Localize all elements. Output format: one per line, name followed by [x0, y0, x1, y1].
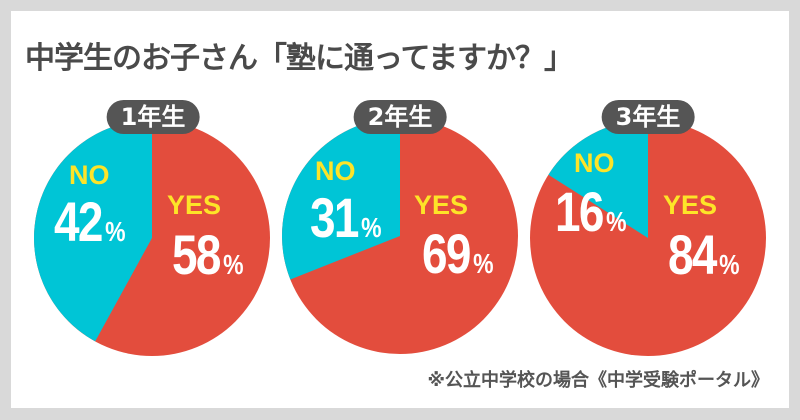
- pie-svg: [530, 120, 766, 356]
- no-value: 31%: [310, 190, 382, 246]
- yes-value-number: 84: [668, 223, 717, 286]
- percent-sign: %: [361, 212, 382, 243]
- yes-value: 84%: [668, 227, 740, 283]
- no-label: NO: [574, 148, 615, 178]
- grade-badge-2: 2年生: [353, 100, 447, 134]
- pie-no-slice: [282, 118, 400, 280]
- percent-sign: %: [223, 249, 244, 280]
- yes-label: YES: [167, 190, 222, 220]
- yes-label: YES: [414, 190, 469, 220]
- yes-label: YES: [663, 190, 718, 220]
- pie-chart-grade-1: NO 42% YES 58%: [34, 120, 270, 356]
- percent-sign: %: [105, 216, 126, 247]
- pie-chart-grade-3: NO 16% YES 84%: [530, 120, 766, 356]
- no-value-number: 42: [54, 190, 103, 253]
- pie-chart-grade-2: NO 31% YES 69%: [282, 118, 518, 354]
- pie-svg: [282, 118, 518, 354]
- page-title: 中学生のお子さん「塾に通ってますか？」: [25, 41, 574, 76]
- pie-no-slice: [34, 120, 152, 342]
- yes-value: 58%: [172, 227, 244, 283]
- source-footnote: ※公立中学校の場合《中学受験ポータル》: [427, 370, 770, 391]
- no-value-number: 31: [310, 186, 359, 249]
- yes-value: 69%: [422, 226, 494, 282]
- pie-no-slice: [548, 120, 648, 238]
- grade-badge-1: 1年生: [106, 100, 200, 134]
- no-value: 16%: [555, 184, 627, 240]
- no-label: NO: [315, 156, 356, 186]
- yes-value-number: 69: [422, 222, 471, 285]
- grade-badge-3: 3年生: [601, 100, 695, 134]
- no-value-number: 16: [555, 180, 604, 243]
- yes-value-number: 58: [172, 223, 221, 286]
- percent-sign: %: [473, 248, 494, 279]
- percent-sign: %: [719, 249, 740, 280]
- no-value: 42%: [54, 194, 126, 250]
- no-label: NO: [69, 160, 110, 190]
- pie-svg: [34, 120, 270, 356]
- percent-sign: %: [606, 206, 627, 237]
